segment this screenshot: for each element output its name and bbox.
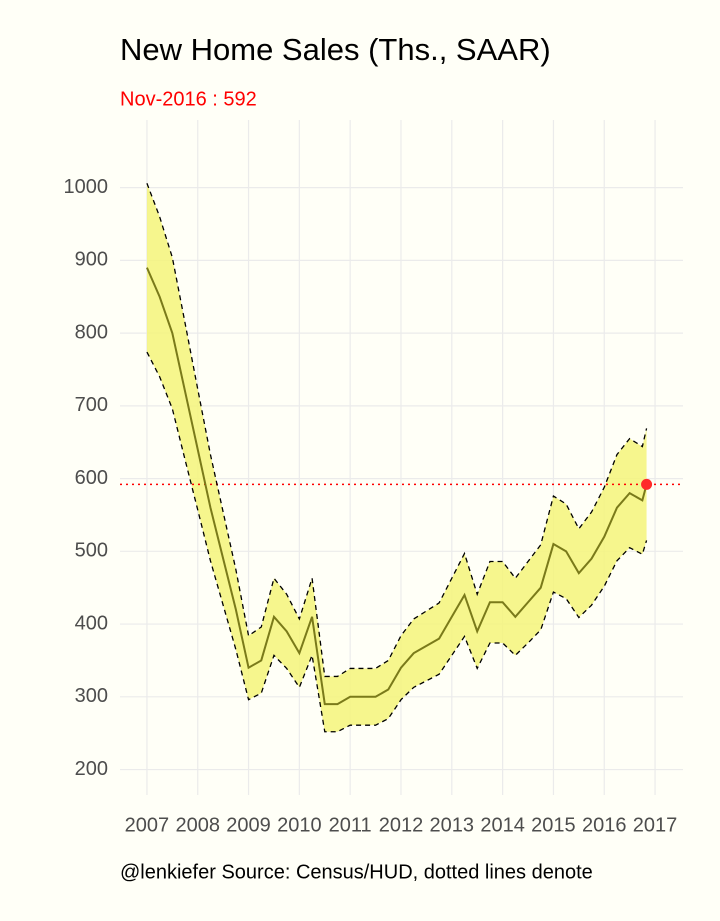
x-tick-label: 2010 — [277, 814, 322, 836]
x-tick-label: 2007 — [125, 814, 170, 836]
x-tick-label: 2011 — [329, 814, 372, 836]
y-tick-label: 200 — [75, 758, 108, 780]
series-line — [146, 351, 648, 733]
y-tick-label: 1000 — [64, 176, 109, 198]
y-tick-label: 800 — [75, 321, 108, 343]
y-tick-label: 900 — [75, 249, 108, 271]
x-tick-label: 2012 — [379, 814, 424, 836]
y-tick-label: 500 — [75, 540, 108, 562]
x-tick-label: 2009 — [226, 814, 271, 836]
x-tick-label: 2008 — [175, 814, 220, 836]
y-tick-label: 700 — [75, 394, 108, 416]
x-tick-label: 2016 — [582, 814, 627, 836]
caption: @lenkiefer Source: Census/HUD, dotted li… — [120, 861, 593, 883]
y-tick-label: 300 — [75, 685, 108, 707]
x-tick-label: 2013 — [430, 814, 475, 836]
chart-subtitle: Nov-2016 : 592 — [120, 88, 257, 110]
band — [146, 183, 647, 732]
y-tick-label: 400 — [75, 612, 108, 634]
y-tick-label: 600 — [75, 467, 108, 489]
chart-title: New Home Sales (Ths., SAAR) — [120, 32, 551, 67]
series-line — [146, 267, 648, 706]
latest-point — [641, 478, 653, 490]
x-tick-label: 2017 — [633, 814, 678, 836]
x-tick-label: 2015 — [531, 814, 576, 836]
x-tick-label: 2014 — [480, 814, 525, 836]
